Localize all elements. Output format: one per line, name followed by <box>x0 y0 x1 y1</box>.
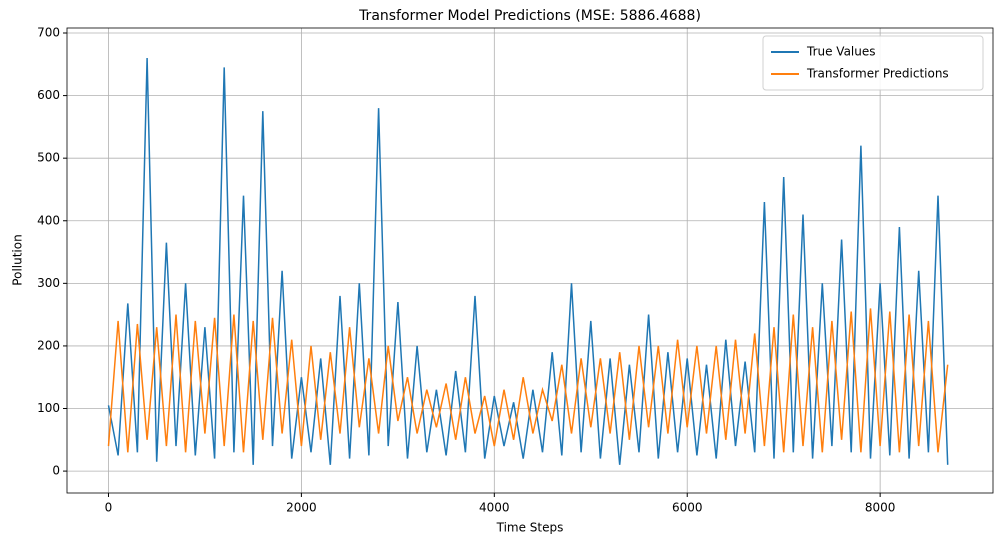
x-axis-label: Time Steps <box>496 521 564 535</box>
data-line <box>107 308 949 453</box>
y-tick-label: 100 <box>37 401 60 415</box>
legend: True Values Transformer Predictions <box>762 35 984 91</box>
x-tick-label: 0 <box>105 501 113 515</box>
y-tick-label: 200 <box>37 338 60 352</box>
chart-title: Transformer Model Predictions (MSE: 5886… <box>358 8 701 24</box>
y-tick-label: 300 <box>37 276 60 290</box>
plot-frame <box>66 27 994 494</box>
y-tick-label: 600 <box>37 88 60 102</box>
y-tick-label: 700 <box>37 26 60 40</box>
y-tick-label: 0 <box>52 464 60 478</box>
y-tick-label: 400 <box>37 213 60 227</box>
x-tick-label: 2000 <box>286 501 317 515</box>
x-tick-label: 6000 <box>672 501 703 515</box>
x-tick-label: 4000 <box>479 501 510 515</box>
legend-label: Transformer Predictions <box>806 67 949 81</box>
x-tick-label: 8000 <box>865 501 896 515</box>
legend-label: True Values <box>806 45 876 59</box>
y-tick-label: 500 <box>37 151 60 165</box>
y-axis-label: Pollution <box>11 234 25 285</box>
legend-box <box>762 35 984 91</box>
data-line <box>107 57 949 465</box>
